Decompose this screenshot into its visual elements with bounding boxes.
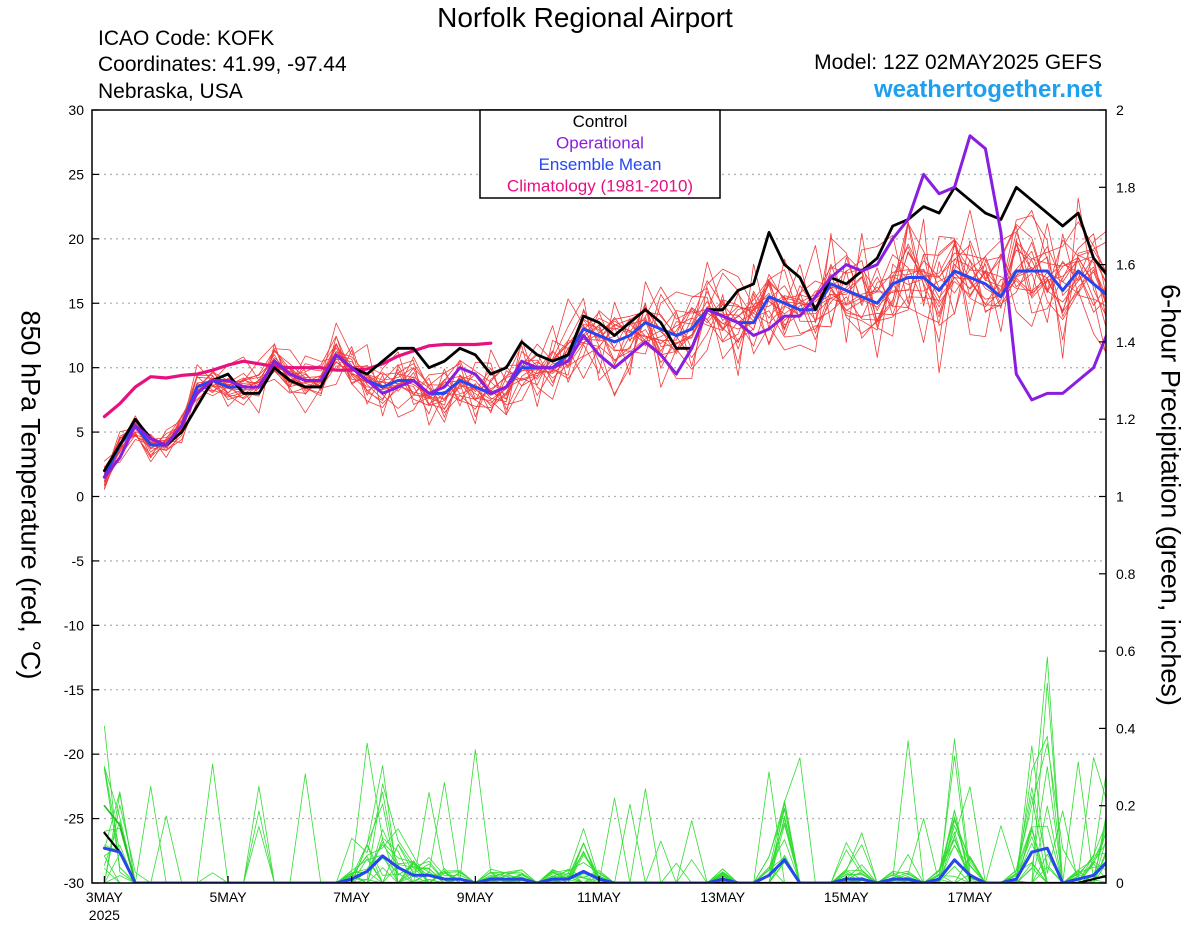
model-run: Model: 12Z 02MAY2025 GEFS xyxy=(814,51,1102,74)
x-tick-label: 13MAY xyxy=(700,889,746,905)
y-tick-label: 5 xyxy=(76,424,84,440)
y-tick-label: -30 xyxy=(64,875,84,891)
operational-line xyxy=(102,134,1106,479)
y-tick-label: 30 xyxy=(68,102,84,118)
ensemble-member-temp-line xyxy=(104,254,1106,475)
y-tick-label: -5 xyxy=(72,553,85,569)
y-tick-label: 25 xyxy=(68,166,84,182)
legend-entry: Ensemble Mean xyxy=(539,155,662,174)
y-axis-label-left: 850 hPa Temperature (red, °C) xyxy=(15,310,46,680)
x-tick-label: 3MAY xyxy=(86,889,124,905)
icao-code: ICAO Code: KOFK xyxy=(98,27,275,50)
x-tick-label: 17MAY xyxy=(948,889,994,905)
y2-tick-label: 0.4 xyxy=(1116,720,1136,736)
y-tick-label: 10 xyxy=(68,360,84,376)
ensemble-member-precip-line xyxy=(104,804,1106,883)
y2-tick-label: 0 xyxy=(1116,875,1124,891)
y2-tick-label: 1.4 xyxy=(1116,334,1136,350)
x-tick-sublabel: 2025 xyxy=(89,907,120,923)
site-link[interactable]: weathertogether.net xyxy=(873,76,1102,103)
y-axis-label-right: 6-hour Precipitation (green, inches) xyxy=(1155,284,1186,706)
y2-tick-label: 2 xyxy=(1116,102,1124,118)
x-tick-label: 7MAY xyxy=(333,889,371,905)
ensemble-member-temp-line xyxy=(104,232,1106,477)
coordinates: Coordinates: 41.99, -97.44 xyxy=(98,53,347,76)
y-tick-label: 15 xyxy=(68,295,84,311)
y-tick-label: -25 xyxy=(64,811,84,827)
ensemble-member-precip-line xyxy=(104,682,1106,883)
legend-box xyxy=(479,109,721,199)
climatology-1981-2010-line xyxy=(102,341,493,419)
legend-entry: Control xyxy=(573,112,628,131)
legend-entry: Operational xyxy=(556,134,644,153)
chart-title: Norfolk Regional Airport xyxy=(437,2,733,33)
y2-tick-label: 1.8 xyxy=(1116,179,1136,195)
control-line xyxy=(103,185,1106,473)
x-tick-label: 15MAY xyxy=(824,889,870,905)
y2-tick-label: 0.2 xyxy=(1116,798,1136,814)
region: Nebraska, USA xyxy=(98,80,243,103)
legend-entry: Climatology (1981-2010) xyxy=(507,177,693,196)
x-tick-label: 9MAY xyxy=(457,889,495,905)
ensemble-member-temp-line xyxy=(104,249,1106,469)
plot-frame xyxy=(91,109,1107,884)
x-tick-label: 5MAY xyxy=(209,889,247,905)
y2-tick-label: 0.8 xyxy=(1116,566,1136,582)
y2-tick-label: 1.2 xyxy=(1116,411,1136,427)
y2-tick-label: 1.6 xyxy=(1116,257,1136,273)
ensemble-member-precip-line xyxy=(104,783,1106,883)
x-tick-label: 11MAY xyxy=(577,889,621,905)
ensemble-member-precip-line xyxy=(104,725,1106,883)
y-tick-label: -15 xyxy=(64,682,84,698)
plot-area xyxy=(102,134,1106,883)
y-tick-label: -10 xyxy=(64,617,84,633)
y2-tick-label: 1 xyxy=(1116,489,1124,505)
y-tick-label: 0 xyxy=(76,489,84,505)
ensemble-member-temp-line xyxy=(104,233,1106,479)
ensemble-mean-precip-line xyxy=(102,846,1106,883)
y-tick-label: 20 xyxy=(68,231,84,247)
y2-tick-label: 0.6 xyxy=(1116,643,1136,659)
ensemble-member-temp-line xyxy=(104,197,1106,489)
y-tick-label: -20 xyxy=(64,746,84,762)
